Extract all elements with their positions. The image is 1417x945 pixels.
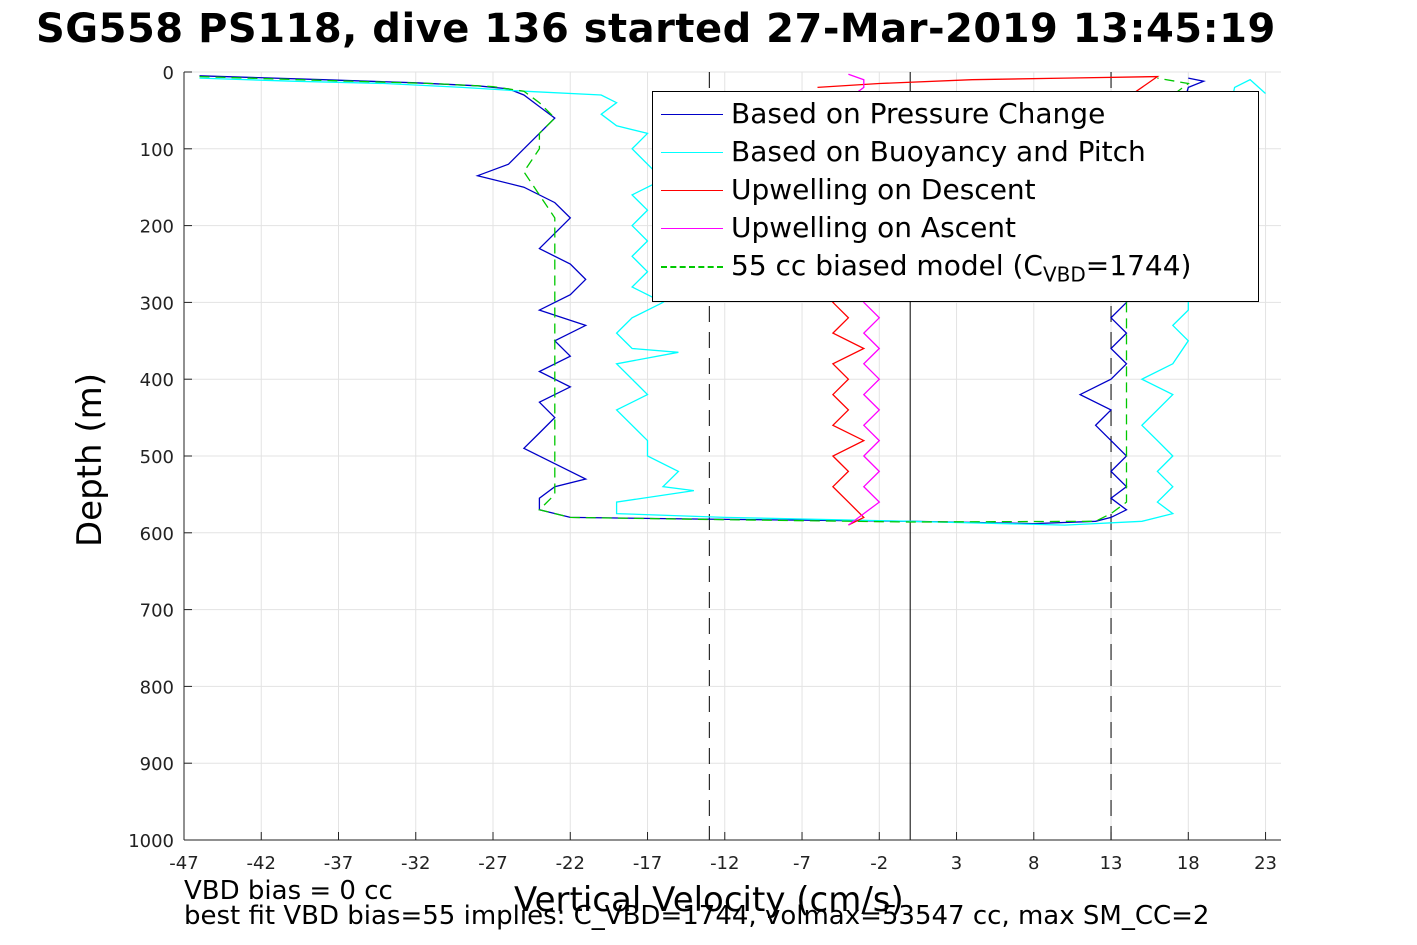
y-tick-label: 100	[140, 140, 174, 161]
legend-label-buoyancy-pitch: Based on Buoyancy and Pitch	[731, 135, 1146, 168]
x-tick-label: -32	[401, 853, 430, 874]
legend-label-pressure-change: Based on Pressure Change	[731, 97, 1106, 130]
legend-item-upwelling-descent: Upwelling on Descent	[653, 173, 1258, 209]
x-tick-label: -42	[247, 853, 276, 874]
legend-item-biased-model: 55 cc biased model (CVBD=1744)	[653, 249, 1258, 287]
legend-label-upwelling-descent: Upwelling on Descent	[731, 173, 1036, 206]
y-tick-label: 600	[140, 524, 174, 545]
legend-label-upwelling-ascent: Upwelling on Ascent	[731, 211, 1017, 244]
legend-swatch-upwelling-descent	[661, 190, 723, 191]
y-tick-label: 300	[140, 293, 174, 314]
legend-swatch-upwelling-ascent	[661, 228, 723, 229]
y-tick-label: 0	[163, 63, 174, 84]
series-line-5	[199, 75, 1190, 523]
legend-item-upwelling-ascent: Upwelling on Ascent	[653, 211, 1258, 247]
series-line-1	[199, 75, 1206, 525]
y-tick-label: 800	[140, 677, 174, 698]
x-tick-label: -17	[633, 853, 662, 874]
legend-label-biased-model-sub: VBD	[1042, 262, 1086, 287]
y-tick-label: 200	[140, 217, 174, 238]
y-tick-label: 900	[140, 754, 174, 775]
x-tick-label: -2	[870, 853, 888, 874]
legend-label-biased-model: 55 cc biased model (CVBD=1744)	[731, 249, 1191, 287]
x-tick-label: -12	[710, 853, 739, 874]
vbd-bias-text: VBD bias = 0 cc	[184, 876, 393, 906]
legend-swatch-buoyancy-pitch	[661, 152, 723, 153]
legend-swatch-pressure-change	[661, 114, 723, 115]
series-line-2	[199, 77, 1266, 526]
legend-item-pressure-change: Based on Pressure Change	[653, 97, 1258, 133]
x-tick-label: 18	[1177, 853, 1200, 874]
x-axis-label: Vertical Velocity (cm/s)	[514, 880, 904, 920]
x-tick-label: 23	[1254, 853, 1277, 874]
x-tick-label: -47	[169, 853, 198, 874]
x-tick-label: 3	[951, 853, 962, 874]
series-line-3	[817, 75, 1160, 526]
x-tick-label: -27	[478, 853, 507, 874]
x-tick-label: -22	[556, 853, 585, 874]
best-fit-text: best fit VBD bias=55 implies: C_VBD=1744…	[184, 901, 1210, 931]
y-axis-label: Depth (m)	[70, 372, 110, 548]
chart-title: SG558 PS118, dive 136 started 27-Mar-201…	[36, 6, 1276, 52]
legend-label-biased-model-suffix: =1744)	[1085, 249, 1192, 282]
y-tick-label: 500	[140, 447, 174, 468]
x-tick-label: -7	[793, 853, 811, 874]
y-tick-label: 1000	[128, 831, 174, 852]
legend-label-biased-model-prefix: 55 cc biased model (C	[731, 249, 1043, 282]
y-tick-label: 400	[140, 370, 174, 391]
legend-swatch-biased-model	[661, 266, 723, 268]
legend: Based on Pressure Change Based on Buoyan…	[652, 91, 1259, 302]
x-tick-label: 8	[1028, 853, 1039, 874]
y-tick-label: 700	[140, 601, 174, 622]
x-tick-label: 13	[1100, 853, 1123, 874]
x-tick-label: -37	[324, 853, 353, 874]
legend-item-buoyancy-pitch: Based on Buoyancy and Pitch	[653, 135, 1258, 171]
